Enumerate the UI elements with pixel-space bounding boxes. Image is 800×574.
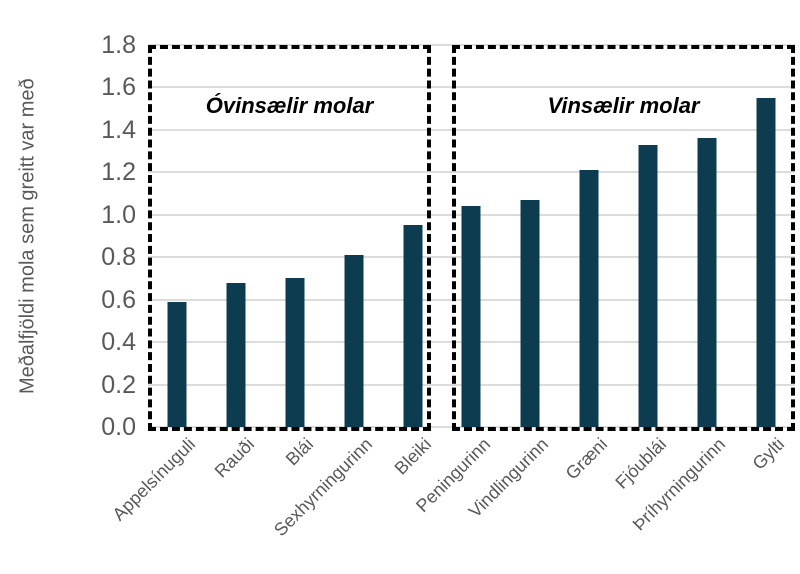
bar bbox=[697, 138, 717, 427]
gridline bbox=[148, 171, 795, 174]
bar bbox=[167, 301, 187, 427]
bar bbox=[285, 278, 305, 427]
bar bbox=[756, 98, 776, 427]
gridline bbox=[148, 128, 795, 131]
y-axis-title: Meðalfjöldi mola sem greitt var með bbox=[16, 78, 39, 394]
bar bbox=[226, 282, 246, 427]
bar-slot bbox=[677, 45, 736, 427]
bar bbox=[403, 225, 423, 427]
bar-slot bbox=[207, 45, 266, 427]
bar-slot bbox=[619, 45, 678, 427]
bar-slot bbox=[736, 45, 795, 427]
bar-slot bbox=[324, 45, 383, 427]
bar bbox=[520, 199, 540, 427]
plot-area: Óvinsælir molar Vinsælir molar bbox=[148, 44, 795, 431]
x-tick-label: Appelsínuguli bbox=[108, 434, 200, 525]
bar bbox=[344, 255, 364, 427]
gridline bbox=[148, 86, 795, 89]
bar-slot bbox=[266, 45, 325, 427]
x-label-anchor: Gylti bbox=[748, 434, 800, 474]
bar-slot bbox=[383, 45, 442, 427]
bar bbox=[461, 206, 481, 427]
bar-slot bbox=[501, 45, 560, 427]
bar-slot bbox=[560, 45, 619, 427]
x-label-anchor: Blái bbox=[282, 434, 333, 469]
bar-series bbox=[148, 45, 795, 427]
bar bbox=[638, 144, 658, 427]
x-label-anchor: Bleiki bbox=[390, 434, 464, 479]
bar bbox=[579, 170, 599, 427]
bar-slot bbox=[148, 45, 207, 427]
bar-slot bbox=[442, 45, 501, 427]
x-axis-labels: Appelsínuguli Rauði Blái Sexhyrningurinn Ble… bbox=[109, 434, 795, 574]
